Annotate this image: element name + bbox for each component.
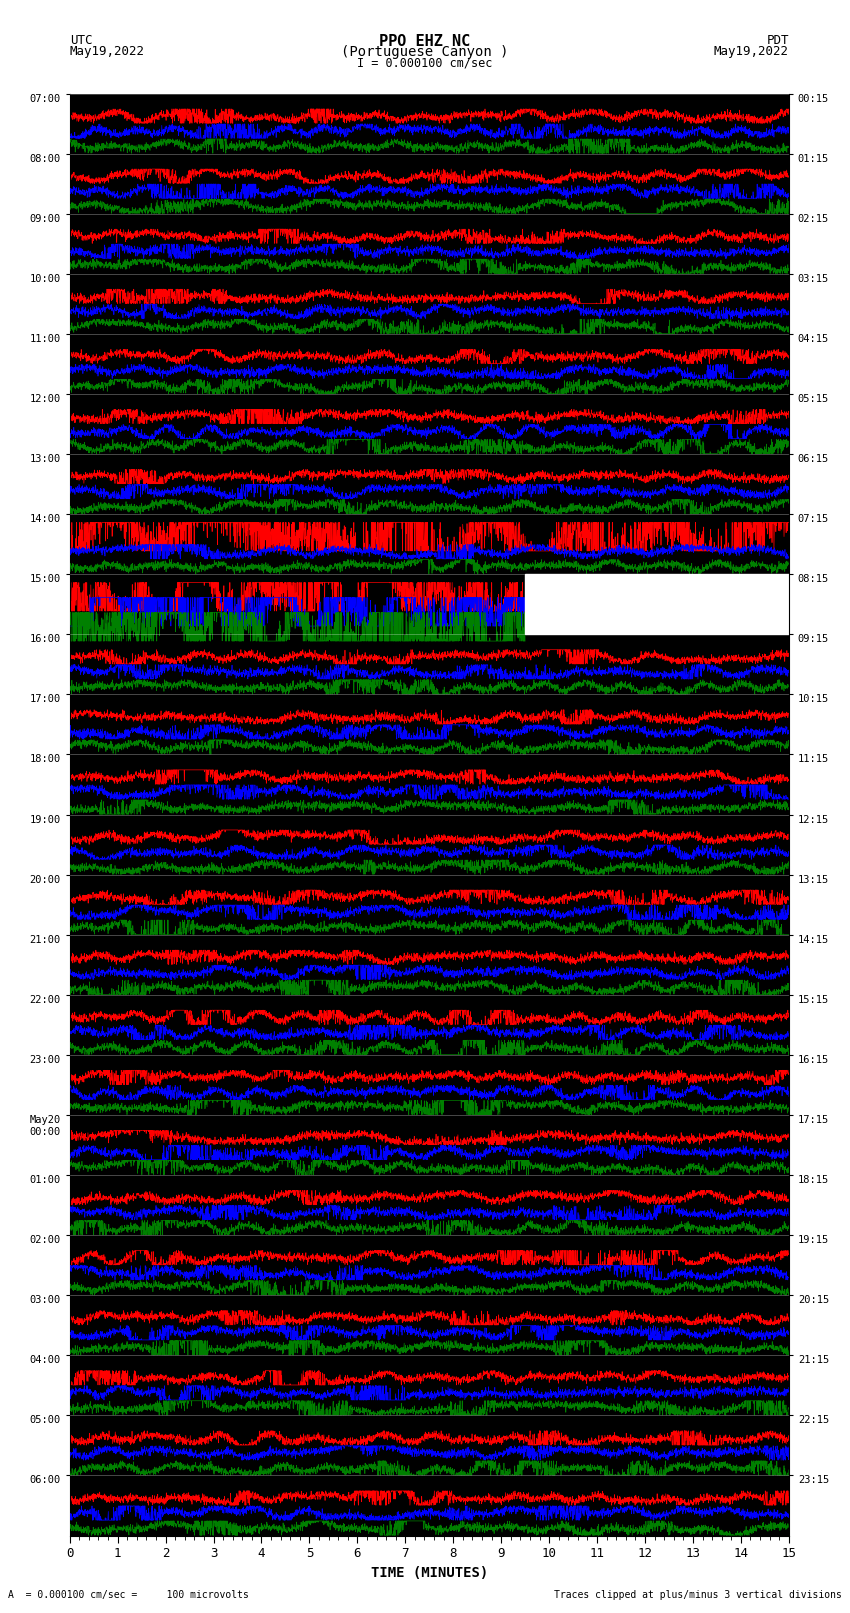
Text: A  = 0.000100 cm/sec =     100 microvolts: A = 0.000100 cm/sec = 100 microvolts [8,1590,249,1600]
Bar [70,455,789,515]
Text: UTC: UTC [70,34,92,47]
Text: May19,2022: May19,2022 [70,45,144,58]
Bar [70,1355,789,1416]
Bar [525,574,789,634]
Text: PDT: PDT [767,34,789,47]
Bar [70,634,789,695]
Bar [70,334,789,394]
Bar [70,1174,789,1236]
Text: I = 0.000100 cm/sec: I = 0.000100 cm/sec [357,56,493,69]
Bar [70,274,789,334]
Bar [70,695,789,755]
Bar [70,215,789,274]
X-axis label: TIME (MINUTES): TIME (MINUTES) [371,1566,488,1581]
Text: (Portuguese Canyon ): (Portuguese Canyon ) [341,45,509,60]
Bar [70,1115,789,1174]
Bar [70,94,789,153]
Text: May19,2022: May19,2022 [714,45,789,58]
Bar [70,1416,789,1476]
Bar [70,874,789,936]
Bar [70,1055,789,1115]
Bar [70,515,789,574]
Bar [70,1236,789,1295]
Bar [70,755,789,815]
Bar [70,936,789,995]
Bar [70,574,789,634]
Text: Traces clipped at plus/minus 3 vertical divisions: Traces clipped at plus/minus 3 vertical … [553,1590,842,1600]
Bar [70,394,789,455]
Bar [70,1295,789,1355]
Text: PPO EHZ NC: PPO EHZ NC [379,34,471,48]
Bar [70,815,789,874]
Bar [70,995,789,1055]
Bar [70,1476,789,1536]
Bar [70,153,789,215]
